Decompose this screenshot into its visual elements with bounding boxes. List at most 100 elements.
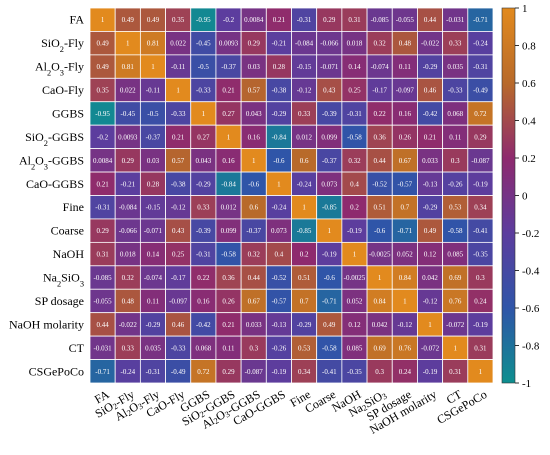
cell-value-label: 0.44 xyxy=(424,16,437,24)
cell-value-label: 0.34 xyxy=(474,204,487,212)
colorbar-tick-label: -0.2 xyxy=(522,228,539,240)
heatmap-cell xyxy=(467,359,494,384)
cell-value-label: 0.4 xyxy=(350,180,359,188)
cell-value-label: -0.31 xyxy=(95,204,110,212)
cell-value-label: 0.33 xyxy=(449,40,462,48)
cell-value-label: 0.51 xyxy=(298,274,311,282)
cell-value-label: 0.32 xyxy=(122,274,135,282)
cell-value-label: 0.29 xyxy=(96,227,109,235)
cell-value-label: 0.11 xyxy=(147,297,159,305)
cell-value-label: -0.24 xyxy=(272,204,287,212)
cell-value-label: 1 xyxy=(202,110,206,118)
cell-value-label: -0.58 xyxy=(448,227,463,235)
row-label: CT xyxy=(69,341,85,355)
cell-value-label: -0.29 xyxy=(196,180,211,188)
cell-value-label: 1 xyxy=(428,321,432,329)
cell-value-label: -0.85 xyxy=(322,204,337,212)
cell-value-label: 0.69 xyxy=(374,344,387,352)
colorbar-tick-label: -0.4 xyxy=(522,266,540,278)
cell-value-label: 0.67 xyxy=(399,157,412,165)
cell-value-label: -0.074 xyxy=(144,274,163,282)
cell-value-label: 0.28 xyxy=(147,180,160,188)
cell-value-label: 0.21 xyxy=(222,87,235,95)
cell-value-label: 1 xyxy=(277,180,281,188)
cell-value-label: 0.099 xyxy=(321,133,337,141)
cell-value-label: -0.085 xyxy=(371,16,390,24)
cell-value-label: 0.073 xyxy=(271,227,287,235)
cell-value-label: -0.31 xyxy=(473,63,488,71)
row-label: SP dosage xyxy=(35,294,84,308)
cell-value-label: 0.34 xyxy=(298,368,311,376)
cell-value-label: -0.6 xyxy=(374,227,386,235)
cell-value-label: -0.84 xyxy=(221,180,236,188)
cell-value-label: 0.16 xyxy=(222,157,235,165)
cell-value-label: 0.035 xyxy=(447,63,463,71)
cell-value-label: -0.52 xyxy=(372,180,387,188)
cell-value-label: 0.11 xyxy=(449,133,461,141)
cell-value-label: 0.11 xyxy=(399,63,411,71)
cell-value-label: -0.0025 xyxy=(369,251,391,259)
cell-value-label: -0.12 xyxy=(297,87,312,95)
cell-value-label: -0.85 xyxy=(297,227,312,235)
cell-value-label: 0.14 xyxy=(147,251,160,259)
cell-value-label: -0.084 xyxy=(119,204,138,212)
cell-value-label: -0.2 xyxy=(223,16,235,24)
cell-value-label: -0.95 xyxy=(95,110,110,118)
row-label: CaO-GGBS xyxy=(26,177,84,191)
cell-value-label: 0.33 xyxy=(298,110,311,118)
row-label: FA xyxy=(70,13,85,27)
cell-value-label: -0.52 xyxy=(272,274,287,282)
cell-value-label: -0.066 xyxy=(320,40,339,48)
cell-value-label: -0.084 xyxy=(295,40,314,48)
cell-value-label: -0.33 xyxy=(196,87,211,95)
cell-value-label: 0.72 xyxy=(197,368,210,376)
row-labels: FA SiO2-Fly Al2O3-Fly CaO-Fly GGBS SiO2-GGBS A… xyxy=(9,13,85,379)
cell-value-label: -0.95 xyxy=(196,16,211,24)
cell-value-label: -0.71 xyxy=(398,227,413,235)
column-label: CSGePoCo xyxy=(434,387,489,427)
cell-value-label: -0.21 xyxy=(272,40,287,48)
cell-value-label: -0.17 xyxy=(171,274,186,282)
cell-value-label: -0.31 xyxy=(196,251,211,259)
cell-value-label: 0.16 xyxy=(197,297,210,305)
cell-value-label: 0.16 xyxy=(399,110,412,118)
cell-value-label: -0.13 xyxy=(423,180,438,188)
cell-value-label: -0.42 xyxy=(196,321,211,329)
cell-value-label: 1 xyxy=(252,157,256,165)
cell-value-label: -0.35 xyxy=(347,368,362,376)
cell-value-label: -0.38 xyxy=(171,180,186,188)
colorbar-tick-label: 0.6 xyxy=(522,78,536,90)
cell-value-label: 0.21 xyxy=(96,180,109,188)
cell-value-label: 0.3 xyxy=(249,344,258,352)
colorbar-tick-label: 0 xyxy=(522,191,528,203)
cell-value-label: -0.19 xyxy=(473,180,488,188)
cell-value-label: 0.49 xyxy=(96,63,109,71)
cell-value-label: -0.31 xyxy=(146,368,161,376)
cell-value-label: 1 xyxy=(353,251,357,259)
cell-value-label: -0.39 xyxy=(196,227,211,235)
cell-value-label: -0.11 xyxy=(171,63,186,71)
cell-value-label: 0.11 xyxy=(223,344,235,352)
cell-value-label: -0.055 xyxy=(396,16,415,24)
cell-value-label: -0.37 xyxy=(246,227,261,235)
cell-value-label: -0.097 xyxy=(396,87,415,95)
cell-value-label: -0.57 xyxy=(398,180,413,188)
cell-value-label: -0.15 xyxy=(297,63,312,71)
cell-value-label: 0.46 xyxy=(172,321,185,329)
cell-value-label: 0.57 xyxy=(248,87,261,95)
cell-value-label: -0.11 xyxy=(146,87,161,95)
cell-value-label: -0.12 xyxy=(423,297,438,305)
cell-value-label: 0.29 xyxy=(323,16,336,24)
cell-value-label: 0.35 xyxy=(96,87,109,95)
cell-value-label: 0.21 xyxy=(172,133,185,141)
cell-value-label: -0.29 xyxy=(423,204,438,212)
cell-value-label: -0.074 xyxy=(371,63,390,71)
cell-value-label: -0.072 xyxy=(446,321,465,329)
cell-value-label: 0.26 xyxy=(399,133,412,141)
cell-value-label: 1 xyxy=(453,344,457,352)
cell-value-label: 0.3 xyxy=(476,274,485,282)
cell-value-label: 0.033 xyxy=(422,157,438,165)
cell-value-label: 0.012 xyxy=(296,133,312,141)
cell-value-label: -0.29 xyxy=(272,110,287,118)
